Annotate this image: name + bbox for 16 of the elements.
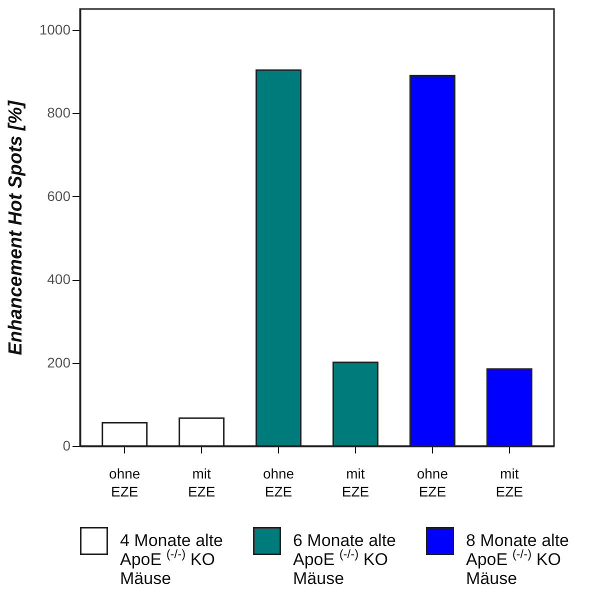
y-axis-title: Enhancement Hot Spots [%] bbox=[5, 100, 26, 356]
legend-label: 8 Monate alte ApoE $^{(-/-)}$ KO Mäuse bbox=[466, 531, 570, 588]
legend-label: 4 Monate alte ApoE $^{(-/-)}$ KO Mäuse bbox=[120, 531, 224, 588]
y-tick-label: 400 bbox=[47, 271, 71, 288]
x-tick-label: ohne EZE bbox=[416, 466, 448, 500]
y-tick-label: 600 bbox=[47, 188, 71, 204]
y-tick-label: 800 bbox=[47, 104, 71, 121]
x-tick-label: ohne EZE bbox=[109, 466, 140, 500]
x-tick-label: mit EZE bbox=[188, 466, 216, 500]
x-tick-label: ohne EZE bbox=[262, 466, 294, 500]
x-tick-label: mit EZE bbox=[496, 466, 523, 500]
y-tick-label: 200 bbox=[47, 354, 71, 370]
x-tick-label: mit EZE bbox=[342, 466, 370, 500]
y-tick-label: 1000 bbox=[39, 21, 71, 38]
legend-label: 6 Monate alte ApoE $^{(-/-)}$ KO Mäuse bbox=[293, 531, 396, 588]
y-tick-label: 0 bbox=[62, 438, 71, 454]
